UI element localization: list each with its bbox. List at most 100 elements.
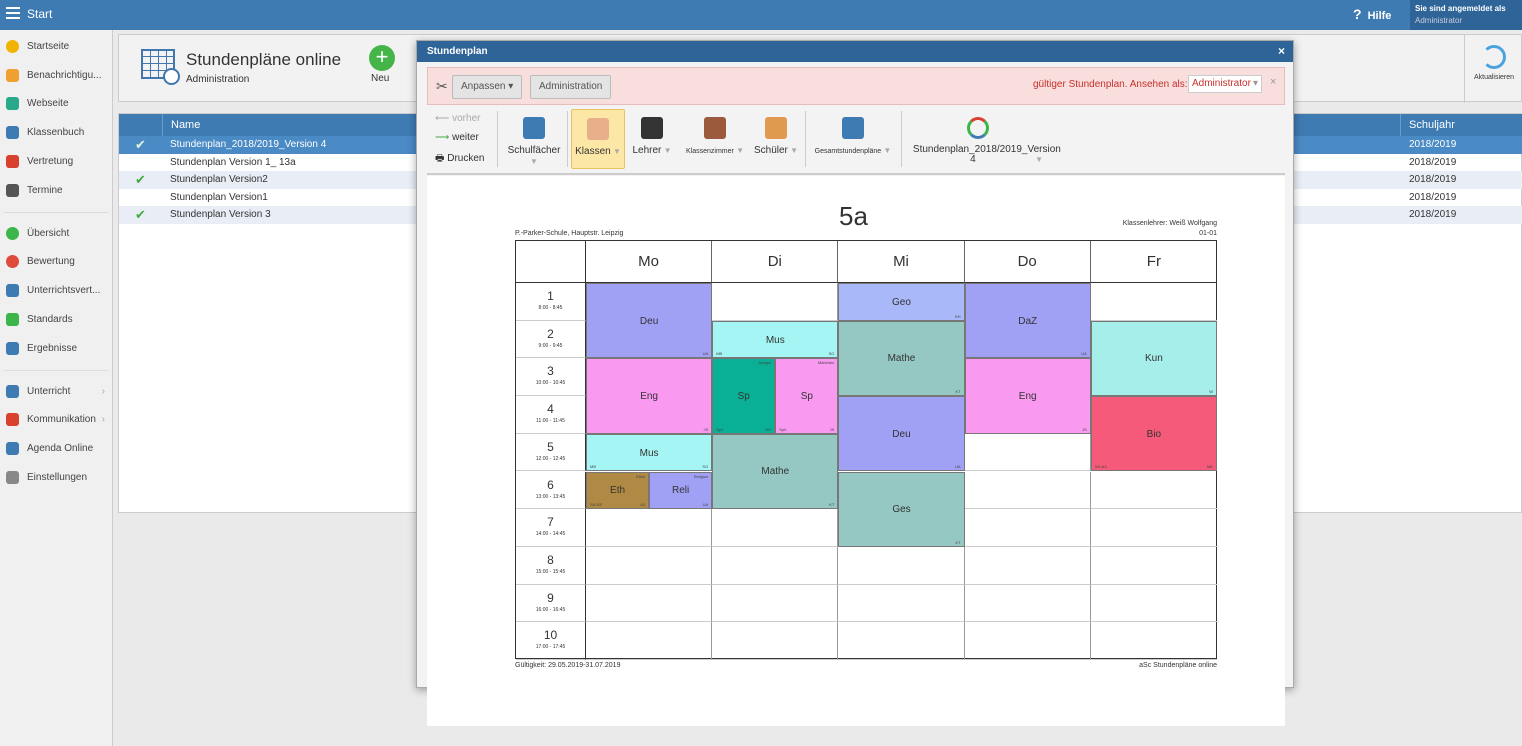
period-time: 8:00 - 8:45 (538, 305, 563, 311)
period-label: 3 10:00 - 10:45 (516, 358, 586, 397)
tool-label: Schüler (753, 145, 788, 156)
lesson-block[interactable]: Bio SH-A3 MK (1090, 396, 1217, 472)
empty-cell (712, 622, 839, 660)
lesson-block[interactable]: Ges KT (838, 471, 965, 547)
table-header-year[interactable]: Schuljahr (1400, 114, 1522, 136)
tool-label: Schulfächer (507, 145, 561, 156)
help-link[interactable]: ? Hilfe (1353, 6, 1391, 22)
sidebar-item-label: Termine (27, 184, 63, 196)
dialog-close-icon[interactable]: × (1277, 44, 1285, 58)
top-bar: Start ? Hilfe Sie sind angemeldet als Adm… (0, 0, 1522, 30)
lesson-block[interactable]: Mathe KT (838, 320, 965, 397)
lesson-subject: Mus (765, 334, 785, 346)
print-button[interactable]: 🖶 Drucken (435, 151, 484, 168)
alert-bar: ✂ Anpassen ▾ Administration gültiger Stu… (427, 67, 1285, 105)
lesson-block[interactable]: Geo EH (838, 283, 965, 321)
user-name: Administrator (1415, 16, 1463, 25)
period-time: 9:00 - 9:45 (538, 342, 563, 349)
overall-timetable-icon (842, 117, 864, 139)
sidebar-item-11[interactable]: Unterricht › (0, 377, 112, 406)
check-icon: ✔ (135, 207, 146, 222)
lesson-block[interactable]: DaZ UA (964, 283, 1091, 359)
tool-version-cycle-button[interactable]: Stundenplan_2018/2019_Version 4 ▼ (903, 109, 1061, 169)
new-label[interactable]: Neu (371, 73, 390, 84)
tool-overall-timetable-button[interactable]: Gesamtstundenpläne ▼ (809, 109, 897, 169)
next-button[interactable]: ⟶ weiter (435, 132, 479, 143)
table-row[interactable]: Stundenplan Version 1_ 13a 2018/2019 (119, 154, 1522, 172)
shield-icon (6, 313, 19, 327)
tool-teacher-hat-button[interactable]: Lehrer ▼ (629, 109, 675, 169)
administration-button[interactable]: Administration (530, 75, 612, 99)
lesson-subject: Mus (639, 447, 659, 459)
lesson-block[interactable]: Mus MB SG (586, 433, 713, 472)
prev-button[interactable]: ⟵ vorher (435, 113, 480, 124)
lesson-teacher: KT (955, 539, 961, 545)
table-row[interactable]: Stundenplan Version1 2018/2019 (119, 189, 1522, 207)
alert-close-icon[interactable]: × (1270, 76, 1277, 88)
lesson-block[interactable]: Eng JS (586, 358, 713, 434)
lesson-block[interactable]: Eng JS (964, 358, 1091, 434)
view-as-select[interactable]: Administrator (1188, 75, 1262, 93)
start-link[interactable]: Start (27, 7, 53, 21)
sidebar-item-6[interactable]: Übersicht (0, 219, 112, 248)
lesson-block[interactable]: Deu UA (586, 283, 713, 359)
lesson-room: MB (716, 351, 723, 357)
home-icon (6, 97, 19, 111)
lesson-room: SH-EE (590, 502, 603, 508)
lesson-teacher: JS (829, 426, 835, 432)
sidebar-item-14[interactable]: Einstellungen (0, 463, 112, 492)
lesson-block[interactable]: Mathe KT (712, 433, 839, 510)
empty-cell (1090, 585, 1217, 623)
sidebar-item-12[interactable]: Kommunikation › (0, 406, 112, 435)
new-button[interactable]: + (369, 45, 395, 71)
lesson-subject: Ges (892, 504, 911, 516)
sidebar-item-13[interactable]: Agenda Online (0, 434, 112, 463)
tool-classroom-door-button[interactable]: Klassenzimmer ▼ (679, 109, 751, 169)
validity-text: Gültigkeit: 29.05.2019-31.07.2019 (515, 662, 621, 669)
sidebar-item-4[interactable]: Vertretung (0, 147, 112, 176)
day-header: Fr (1090, 241, 1217, 283)
tool-student-button[interactable]: Schüler ▼ (751, 109, 801, 169)
anpassen-button[interactable]: Anpassen ▾ (452, 75, 523, 99)
sidebar-item-3[interactable]: Klassenbuch (0, 118, 112, 147)
period-time: 14:00 - 14:45 (535, 531, 566, 538)
bar-chart-icon (6, 341, 19, 355)
lesson-block[interactable]: Eth Ethik SH-EE A3 (586, 471, 650, 510)
lesson-teacher: JS (1082, 426, 1087, 432)
lesson-group: Religion (693, 473, 709, 479)
sidebar-item-9[interactable]: Standards (0, 305, 112, 334)
refresh-button[interactable]: Aktualisieren (1464, 35, 1522, 103)
print-label: Drucken (447, 153, 485, 164)
lesson-teacher: A3 (640, 502, 646, 508)
lesson-block[interactable]: Mus MB SG (712, 320, 839, 359)
valid-plan-text: gültiger Stundenplan. Ansehen als: (1033, 79, 1188, 90)
plan-year: 2018/2019 (1409, 191, 1457, 203)
sidebar-item-label: Unterricht (27, 385, 71, 397)
tool-class-students-button[interactable]: Klassen ▼ (571, 109, 625, 169)
user-info[interactable]: Sie sind angemeldet als Administrator (1410, 0, 1522, 30)
sidebar-item-10[interactable]: Ergebnisse (0, 334, 112, 363)
sidebar-separator (4, 205, 108, 213)
sidebar-item-1[interactable]: Benachrichtigu... (0, 61, 112, 90)
tools-icon[interactable]: ✂ (436, 78, 448, 94)
sidebar-item-8[interactable]: Unterrichtsvert... (0, 276, 112, 305)
lesson-block[interactable]: Sp Jungen Sp2 SG (712, 358, 776, 434)
empty-cell (964, 471, 1091, 510)
sidebar-item-2[interactable]: Webseite (0, 90, 112, 119)
menu-icon[interactable] (6, 7, 20, 19)
calendar-icon (6, 183, 19, 197)
sidebar-item-5[interactable]: Termine (0, 176, 112, 205)
lesson-block[interactable]: Deu UA (838, 396, 965, 472)
plan-name: Stundenplan Version 3 (170, 209, 271, 220)
tool-subjects-book-button[interactable]: Schulfächer ▼ (503, 109, 565, 169)
lesson-subject: Eng (1018, 391, 1037, 403)
lesson-block[interactable]: Reli Religion UA (649, 471, 713, 510)
class-title: 5a (839, 201, 868, 231)
lesson-subject: Geo (892, 296, 911, 308)
sidebar-item-0[interactable]: Startseite (0, 32, 112, 61)
classroom-icon (6, 384, 19, 398)
sidebar-item-7[interactable]: Bewertung (0, 248, 112, 277)
period-label: 5 12:00 - 12:45 (516, 433, 586, 472)
lesson-block[interactable]: Sp Mädchen Sph JS (775, 358, 839, 434)
lesson-block[interactable]: Kun W (1090, 320, 1217, 397)
